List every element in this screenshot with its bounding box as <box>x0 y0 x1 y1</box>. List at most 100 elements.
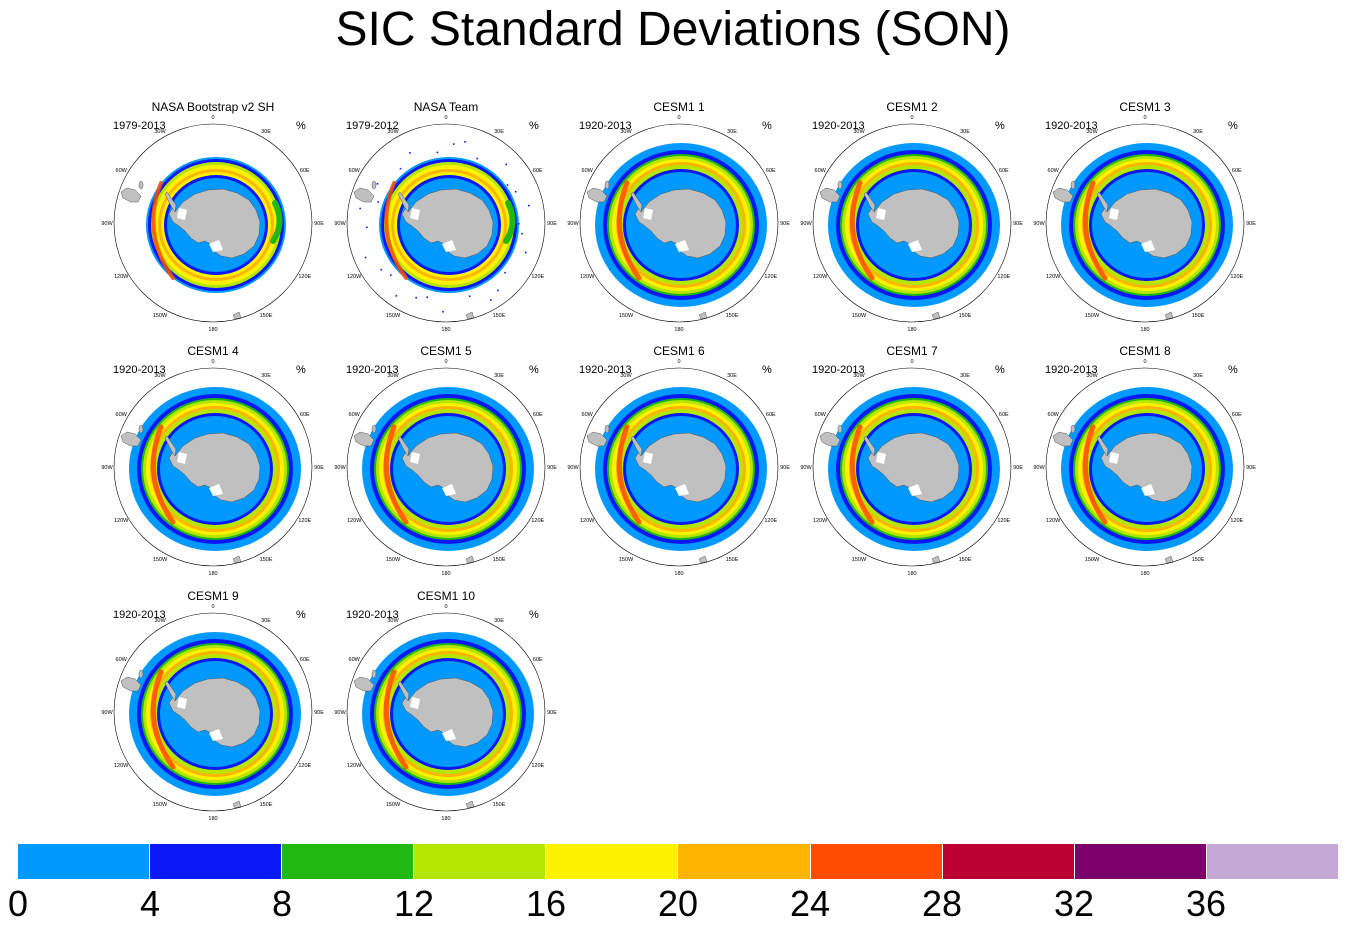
sic-speckle <box>395 295 398 297</box>
longitude-label: 30W <box>387 618 399 624</box>
sic-high-variance-arc <box>150 424 176 525</box>
longitude-label: 150W <box>619 313 634 319</box>
panel-period: 1920-2013 <box>346 609 399 621</box>
map-panel: CESM1 1 1920-2013% 0 30E 60E 90E 120E 150E 180 15… <box>567 100 812 335</box>
antarctica-land <box>168 677 261 748</box>
sic-high-variance-arc <box>1082 424 1108 525</box>
island-land <box>138 424 144 434</box>
longitude-label: 150W <box>386 313 401 319</box>
longitude-label: 120E <box>764 274 777 280</box>
polar-map: 0 30E 60E 90E 120E 150E 180 150W 120W 90W 60W 30W <box>334 359 557 577</box>
antarctica-land <box>401 432 494 503</box>
colorbar-label: 28 <box>921 883 963 924</box>
longitude-label: 30W <box>620 129 632 135</box>
longitude-label: 150W <box>153 557 168 563</box>
longitude-label: 90E <box>1246 221 1256 227</box>
sic-speckle <box>399 167 402 170</box>
longitude-label: 90W <box>334 710 346 716</box>
ice-shelf <box>643 452 653 464</box>
antarctica-land <box>168 432 261 503</box>
polar-map: 0 30E 60E 90E 120E 150E 180 150W 120W 90W 60W 30W <box>101 604 324 822</box>
south-america-land <box>120 676 142 692</box>
antarctica-land <box>634 432 727 503</box>
ice-shelf <box>908 484 922 496</box>
colorbar-label: 36 <box>1185 883 1227 924</box>
south-america-land <box>353 431 375 447</box>
longitude-label: 0 <box>444 359 447 365</box>
colorbar-box <box>1074 844 1207 879</box>
antarctica-land <box>168 188 261 259</box>
panel-period: 1979-2012 <box>346 120 399 132</box>
sic-speckle <box>468 295 471 298</box>
panel-period: 1920-2013 <box>346 364 399 376</box>
sic-speckle <box>380 268 383 271</box>
longitude-label: 90E <box>1013 465 1023 471</box>
longitude-label: 180 <box>1140 327 1149 333</box>
island-land <box>465 555 475 564</box>
ice-shelf <box>643 208 653 220</box>
island-land <box>232 555 242 564</box>
sic-speckle <box>426 296 428 299</box>
longitude-label: 30E <box>494 129 504 135</box>
longitude-label: 90W <box>1033 465 1045 471</box>
colorbar-label: 20 <box>657 883 699 924</box>
sic-speckle <box>476 157 479 160</box>
sic-speckle <box>497 289 499 292</box>
antarctic-peninsula <box>863 435 876 457</box>
sic-high-variance-arc <box>849 180 875 281</box>
longitude-label: 0 <box>1143 115 1146 121</box>
longitude-label: 150W <box>153 313 168 319</box>
south-america-land <box>120 187 142 203</box>
longitude-label: 30E <box>727 129 737 135</box>
panel-unit: % <box>995 120 1005 132</box>
antarctic-peninsula <box>1096 435 1109 457</box>
longitude-label: 120E <box>531 518 544 524</box>
panel-period: 1920-2013 <box>113 364 166 376</box>
antarctic-peninsula <box>1096 191 1109 213</box>
longitude-label: 90W <box>567 221 579 227</box>
polar-map: 0 30E 60E 90E 120E 150E 180 150W 120W 90W 60W 30W <box>567 359 790 577</box>
panel-period: 1920-2013 <box>1045 120 1098 132</box>
longitude-label: 120W <box>813 518 828 524</box>
longitude-label: 30W <box>154 618 166 624</box>
island-land <box>837 424 843 434</box>
colorbar-labels: 0 4 8 12 16 20 24 28 32 36 <box>8 883 1338 929</box>
island-land <box>698 555 708 564</box>
sic-high-variance-arc <box>1082 180 1108 281</box>
ice-shelf <box>1141 240 1155 252</box>
polar-map: 0 30E 60E 90E 120E 150E 180 150W 120W 90W 60W 30W <box>101 359 324 577</box>
island-land <box>138 180 144 190</box>
colorbar-box <box>18 844 151 879</box>
longitude-label: 150W <box>852 557 867 563</box>
longitude-label: 150W <box>1085 557 1100 563</box>
map-boundary-circle <box>113 612 313 812</box>
map-panel: NASA Bootstrap v2 SH 1979-2013% 0 30E 60E 90E… <box>101 100 346 335</box>
longitude-label: 150E <box>260 313 273 319</box>
panel-title: CESM1 9 <box>187 589 239 603</box>
map-boundary-circle <box>113 367 313 567</box>
panel-title: CESM1 1 <box>653 100 705 114</box>
longitude-label: 60E <box>766 412 776 418</box>
ice-shelf <box>410 452 420 464</box>
longitude-label: 30E <box>960 129 970 135</box>
map-boundary-circle <box>812 367 1012 567</box>
longitude-label: 180 <box>1140 571 1149 577</box>
panel-period: 1920-2013 <box>1045 364 1098 376</box>
longitude-label: 60W <box>116 412 128 418</box>
panel-title: CESM1 4 <box>187 344 239 358</box>
sic-speckle <box>377 201 379 203</box>
map-panel: NASA Team 1979-2012% 0 30E 60E 90E 120E 150E 180… <box>334 100 579 335</box>
longitude-label: 90W <box>1033 221 1045 227</box>
polar-map: 0 30E 60E 90E 120E 150E 180 150W 120W 90W 60W 30W <box>1033 115 1256 333</box>
colorbar-box <box>1206 844 1338 879</box>
ice-shelf <box>876 208 886 220</box>
longitude-label: 150W <box>153 802 168 808</box>
ice-shelf <box>410 208 420 220</box>
longitude-label: 90E <box>547 465 557 471</box>
sic-high-variance-arc <box>383 424 409 525</box>
panel-title: NASA Bootstrap v2 SH <box>151 100 275 114</box>
longitude-label: 90E <box>1246 465 1256 471</box>
colorbar-box <box>282 844 415 879</box>
longitude-label: 30W <box>853 129 865 135</box>
longitude-label: 60W <box>349 168 361 174</box>
